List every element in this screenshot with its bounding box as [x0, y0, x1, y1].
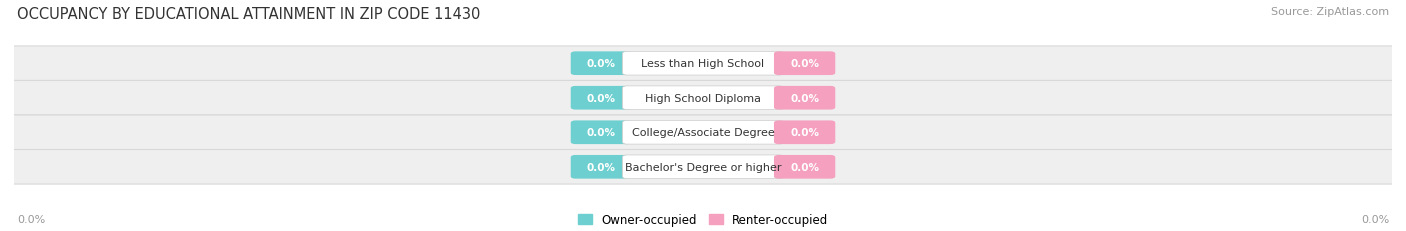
- FancyBboxPatch shape: [623, 52, 783, 76]
- FancyBboxPatch shape: [4, 150, 1402, 184]
- Text: 0.0%: 0.0%: [790, 93, 820, 103]
- FancyBboxPatch shape: [4, 47, 1402, 81]
- FancyBboxPatch shape: [571, 52, 633, 76]
- Text: Bachelor's Degree or higher: Bachelor's Degree or higher: [624, 162, 782, 172]
- FancyBboxPatch shape: [773, 155, 835, 179]
- FancyBboxPatch shape: [571, 87, 633, 110]
- FancyBboxPatch shape: [4, 81, 1402, 116]
- Text: 0.0%: 0.0%: [586, 128, 616, 138]
- Text: Source: ZipAtlas.com: Source: ZipAtlas.com: [1271, 7, 1389, 17]
- FancyBboxPatch shape: [4, 116, 1402, 150]
- FancyBboxPatch shape: [623, 155, 783, 179]
- FancyBboxPatch shape: [773, 52, 835, 76]
- FancyBboxPatch shape: [571, 121, 633, 144]
- FancyBboxPatch shape: [623, 87, 783, 110]
- Text: 0.0%: 0.0%: [1361, 214, 1389, 224]
- Text: Less than High School: Less than High School: [641, 59, 765, 69]
- FancyBboxPatch shape: [773, 121, 835, 144]
- FancyBboxPatch shape: [571, 155, 633, 179]
- Text: 0.0%: 0.0%: [790, 162, 820, 172]
- Text: 0.0%: 0.0%: [790, 128, 820, 138]
- Text: 0.0%: 0.0%: [586, 162, 616, 172]
- Text: OCCUPANCY BY EDUCATIONAL ATTAINMENT IN ZIP CODE 11430: OCCUPANCY BY EDUCATIONAL ATTAINMENT IN Z…: [17, 7, 481, 22]
- Text: 0.0%: 0.0%: [586, 59, 616, 69]
- FancyBboxPatch shape: [623, 121, 783, 144]
- FancyBboxPatch shape: [773, 87, 835, 110]
- Text: 0.0%: 0.0%: [17, 214, 45, 224]
- Text: College/Associate Degree: College/Associate Degree: [631, 128, 775, 138]
- Legend: Owner-occupied, Renter-occupied: Owner-occupied, Renter-occupied: [572, 209, 834, 231]
- Text: 0.0%: 0.0%: [586, 93, 616, 103]
- Text: High School Diploma: High School Diploma: [645, 93, 761, 103]
- Text: 0.0%: 0.0%: [790, 59, 820, 69]
